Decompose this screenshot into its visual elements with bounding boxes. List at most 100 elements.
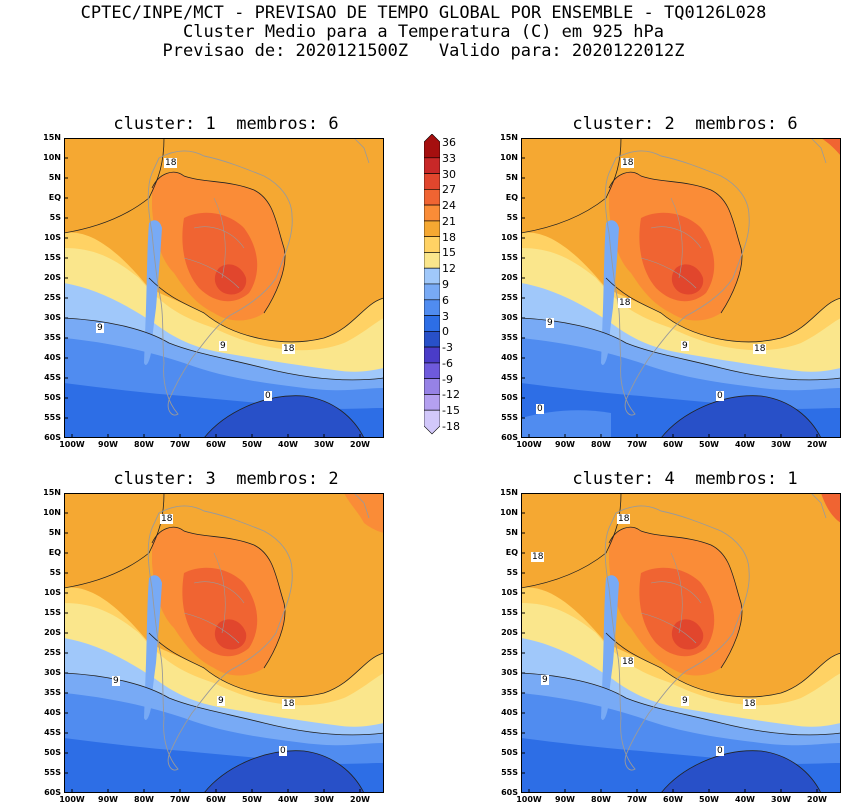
temperature-band-t9 — [601, 220, 619, 365]
lon-tick-label: 50W — [242, 440, 262, 449]
colorbar-level-label: 3 — [442, 309, 449, 323]
isotherm-line — [521, 317, 841, 381]
lat-tick-label: 45S — [501, 373, 518, 382]
contour-label: 0 — [716, 746, 724, 756]
lat-tick-label: 10S — [501, 588, 518, 597]
colorbar-swatch — [423, 133, 441, 159]
colorbar-level-label: -6 — [442, 356, 453, 370]
lat-tick-label: 20S — [44, 628, 61, 637]
map-field — [521, 493, 841, 793]
contour-label: 18 — [753, 344, 767, 354]
colorbar-swatch — [423, 236, 441, 253]
contour-label: 9 — [681, 341, 689, 351]
lon-tick-label: 20W — [807, 795, 827, 804]
lat-tick-label: 55S — [501, 413, 518, 422]
lon-tick-label: 100W — [516, 440, 542, 449]
south-america-outline — [147, 150, 293, 416]
lat-tick-label: 5S — [506, 213, 518, 222]
temperature-band-t6 — [521, 410, 611, 438]
lat-tick-label: 5N — [505, 173, 518, 182]
colorbar-swatch — [423, 252, 441, 269]
temperature-band-t9 — [144, 220, 162, 365]
colorbar-level-label: -9 — [442, 372, 453, 386]
isotherm-line — [151, 171, 286, 314]
lat-tick-label: EQ — [505, 193, 518, 202]
lon-tick-label: 50W — [242, 795, 262, 804]
lat-tick-label: 30S — [501, 313, 518, 322]
lat-tick-label: 15S — [501, 608, 518, 617]
lon-tick-label: 90W — [98, 795, 118, 804]
lon-tick-label: 100W — [59, 795, 85, 804]
colorbar-swatch — [423, 331, 441, 348]
colorbar-level-label: 18 — [442, 230, 456, 244]
south-america-outline — [147, 505, 293, 771]
country-borders — [640, 197, 702, 289]
temperature-band-t27 — [821, 138, 841, 156]
contour-label: 9 — [96, 323, 104, 333]
south-america-outline — [604, 505, 750, 771]
temperature-band-t0 — [661, 750, 821, 793]
lon-tick-label: 70W — [627, 440, 647, 449]
colorbar-level-label: -15 — [442, 404, 460, 418]
lat-tick-label: 15N — [500, 133, 518, 142]
lon-tick-label: 70W — [627, 795, 647, 804]
map-panel-1: 15N 10N 5N EQ 5S 10S 15S 20S 25S 30S 35S 40S 45S 50S 5… — [43, 133, 384, 449]
lon-tick-label: 80W — [591, 440, 611, 449]
lon-tick-label: 80W — [591, 795, 611, 804]
lon-tick-label: 30W — [314, 795, 334, 804]
colorbar-level-label: 9 — [442, 278, 449, 291]
lat-tick-label: 35S — [501, 688, 518, 697]
contour-label: 9 — [681, 696, 689, 706]
colorbar-swatch — [423, 267, 441, 285]
colorbar-level-label: -3 — [442, 341, 453, 355]
contour-label: 9 — [546, 318, 554, 328]
colorbar-level-label: 33 — [442, 151, 456, 165]
lat-tick-label: 40S — [44, 708, 61, 717]
lat-tick-label: 45S — [44, 373, 61, 382]
colorbar-swatch — [423, 189, 441, 206]
temperature-band-t24 — [344, 493, 384, 533]
lat-tick-label: 50S — [501, 393, 518, 402]
colorbar-swatch — [423, 409, 441, 435]
lat-tick-label: 50S — [44, 393, 61, 402]
lat-tick-label: 60S — [44, 788, 61, 797]
isotherm-line — [521, 672, 841, 736]
contour-label: 9 — [217, 696, 225, 706]
isotherm-line — [203, 395, 365, 438]
header-line-3: Previsao de: 2020121500Z Valido para: 20… — [162, 41, 685, 61]
colorbar-swatch — [423, 283, 441, 301]
lat-tick-label: 50S — [501, 748, 518, 757]
map-panel-2: 15N 10N 5N EQ 5S 10S 15S 20S 25S 30S 35S 40S 45S 50S 5… — [500, 133, 841, 449]
lat-tick-label: 25S — [501, 293, 518, 302]
lat-tick-label: 10N — [500, 508, 518, 517]
lat-tick-label: 5S — [49, 213, 61, 222]
lat-tick-label: 40S — [44, 353, 61, 362]
lat-tick-label: 5S — [506, 568, 518, 577]
isotherm-line — [203, 750, 365, 793]
map-panel-3: 15N 10N 5N EQ 5S 10S 15S 20S 25S 30S 35S 40S 45S 50S 5… — [43, 488, 384, 804]
map-frame — [521, 493, 841, 793]
colorbar-swatch — [423, 394, 441, 411]
lat-tick-label: 15N — [43, 488, 61, 497]
lon-tick-label: 60W — [663, 440, 683, 449]
lon-tick-label: 70W — [170, 795, 190, 804]
lon-tick-label: 20W — [350, 795, 370, 804]
isotherm-line — [64, 317, 384, 381]
lon-tick-label: 50W — [699, 440, 719, 449]
map-field — [64, 493, 384, 793]
lat-tick-label: 30S — [501, 668, 518, 677]
colorbar-swatch — [423, 220, 441, 237]
lon-tick-label: 90W — [555, 440, 575, 449]
contour-label: 18 — [621, 158, 635, 168]
lat-tick-label: 5N — [505, 528, 518, 537]
lat-tick-label: 25S — [501, 648, 518, 657]
lat-tick-label: EQ — [505, 548, 518, 557]
isotherm-line — [660, 750, 822, 793]
lon-tick-label: 20W — [350, 440, 370, 449]
panel-2-title: cluster: 2 membros: 6 — [572, 114, 798, 134]
africa-coast — [353, 493, 370, 519]
country-borders — [640, 552, 702, 644]
lat-tick-label: 45S — [44, 728, 61, 737]
colorbar-level-label: 24 — [442, 199, 456, 213]
colorbar-level-label: 6 — [442, 293, 449, 307]
